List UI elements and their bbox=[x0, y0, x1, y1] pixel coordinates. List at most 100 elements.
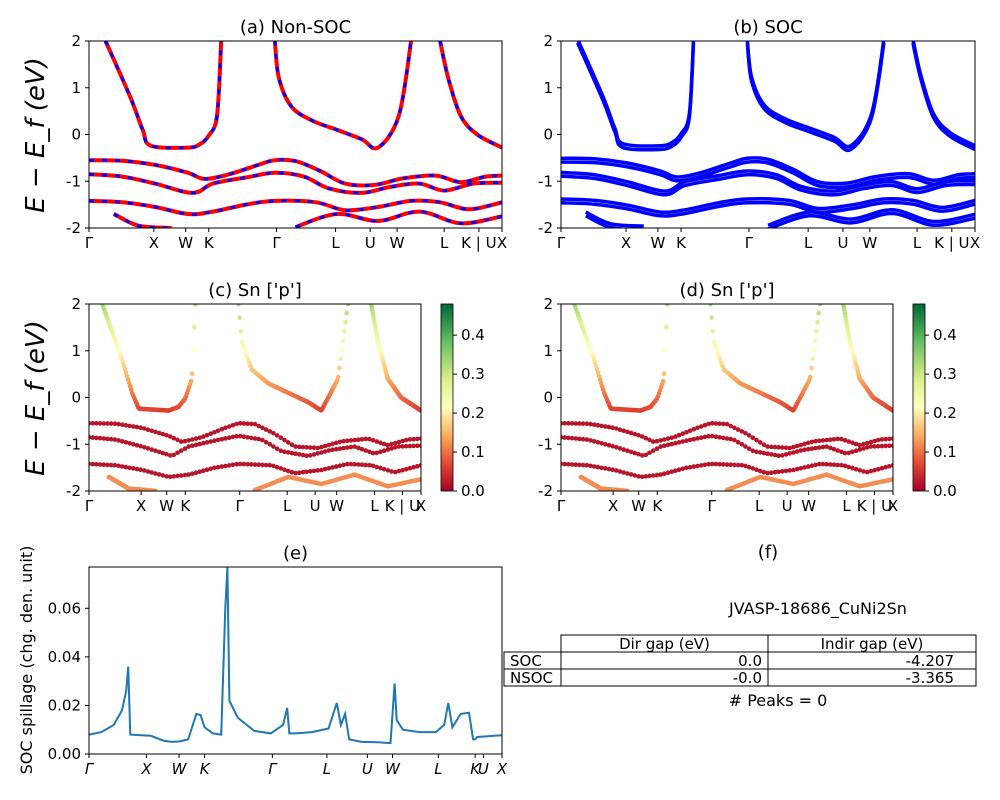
projection-point bbox=[326, 466, 332, 471]
projection-point bbox=[584, 462, 590, 468]
projection-point bbox=[628, 449, 634, 455]
projection-point bbox=[805, 464, 811, 469]
projection-point bbox=[813, 438, 818, 444]
projection-point bbox=[842, 438, 848, 443]
y-tick-label-a: 0 bbox=[71, 126, 81, 144]
band-line-soc-7-1 bbox=[767, 208, 975, 227]
x-tick-label-b: W bbox=[862, 234, 877, 252]
projection-point bbox=[186, 472, 191, 477]
projection-point bbox=[566, 435, 571, 441]
projection-point bbox=[182, 446, 188, 452]
x-tick-label-a: W bbox=[390, 234, 405, 252]
projection-point bbox=[175, 473, 180, 479]
table-row-label: NSOC bbox=[510, 669, 553, 687]
projection-point bbox=[787, 451, 792, 456]
projection-point bbox=[794, 466, 800, 472]
projection-point bbox=[370, 438, 376, 443]
projection-point bbox=[245, 421, 250, 427]
projection-point bbox=[256, 436, 262, 442]
projection-point bbox=[709, 315, 714, 321]
projection-point bbox=[890, 408, 893, 413]
projection-point bbox=[709, 433, 715, 439]
projection-point bbox=[809, 365, 814, 371]
projection-point bbox=[839, 449, 844, 455]
projection-point bbox=[297, 470, 302, 476]
projection-point bbox=[791, 444, 796, 450]
projection-point bbox=[676, 440, 682, 445]
projection-point bbox=[260, 437, 265, 443]
projection-point bbox=[787, 468, 792, 473]
projection-point bbox=[828, 462, 833, 467]
x-tick-label-c: X bbox=[416, 497, 426, 515]
projection-point bbox=[352, 437, 357, 443]
projection-point bbox=[621, 470, 626, 475]
projection-point bbox=[787, 445, 792, 451]
projection-point bbox=[392, 445, 398, 450]
projection-point bbox=[245, 435, 250, 440]
projection-point bbox=[138, 425, 143, 431]
projection-point bbox=[359, 462, 365, 468]
projection-point bbox=[333, 446, 339, 452]
projection-point bbox=[389, 469, 394, 474]
x-tick-label-e: X bbox=[140, 760, 152, 778]
projection-point bbox=[149, 447, 154, 452]
projection-point bbox=[695, 425, 700, 431]
projection-point bbox=[156, 430, 162, 436]
projection-point bbox=[890, 463, 893, 468]
projection-point bbox=[315, 468, 321, 473]
projection-point bbox=[831, 462, 837, 468]
x-tick-label-c: W bbox=[329, 497, 344, 515]
projection-point bbox=[252, 421, 258, 427]
projection-point bbox=[562, 461, 567, 467]
projection-point bbox=[831, 446, 837, 452]
projection-point bbox=[811, 347, 817, 353]
projection-point bbox=[761, 469, 767, 475]
projection-point bbox=[743, 444, 748, 449]
projection-point bbox=[344, 461, 350, 467]
projection-point bbox=[326, 442, 332, 448]
projection-point bbox=[197, 469, 202, 475]
projection-point bbox=[105, 436, 110, 442]
projection-point bbox=[702, 422, 708, 428]
projected-bands-d bbox=[561, 304, 893, 491]
projection-point bbox=[591, 422, 597, 428]
projection-point bbox=[363, 462, 369, 468]
projection-point bbox=[160, 473, 166, 478]
projection-point bbox=[256, 462, 262, 468]
projection-point bbox=[134, 424, 140, 430]
projection-point bbox=[717, 435, 722, 440]
projection-point bbox=[584, 437, 590, 442]
projection-point bbox=[864, 440, 870, 446]
projection-point bbox=[599, 441, 604, 446]
projection-point bbox=[687, 437, 693, 443]
projection-point bbox=[817, 304, 823, 307]
y-tick-label-b: 0 bbox=[543, 126, 553, 144]
projection-point bbox=[330, 447, 335, 453]
projection-point bbox=[116, 421, 121, 427]
projection-point bbox=[820, 444, 826, 450]
x-tick-label-c: Γ bbox=[85, 497, 94, 515]
projection-point bbox=[610, 443, 615, 449]
projection-point bbox=[872, 467, 877, 473]
projection-point bbox=[662, 471, 667, 477]
x-tick-label-e: K bbox=[470, 760, 481, 778]
projection-point bbox=[256, 423, 262, 429]
chart-frame-layer bbox=[85, 40, 977, 758]
projection-point bbox=[138, 443, 143, 449]
projection-point bbox=[108, 462, 114, 468]
band-line-blue-0 bbox=[89, 158, 502, 188]
projection-point bbox=[816, 438, 822, 444]
projection-point bbox=[639, 453, 645, 458]
projection-point bbox=[883, 436, 888, 442]
projection-point bbox=[385, 442, 391, 448]
projection-point bbox=[761, 450, 767, 456]
y-tick-label-c: -2 bbox=[66, 482, 81, 500]
projection-point bbox=[234, 421, 239, 427]
projection-point bbox=[226, 424, 232, 429]
projection-point bbox=[289, 450, 295, 456]
spillage-group bbox=[89, 567, 502, 745]
table-cell: 0.0 bbox=[738, 652, 762, 670]
projection-point bbox=[676, 432, 682, 438]
projection-point bbox=[765, 451, 770, 457]
projection-point bbox=[783, 452, 789, 457]
